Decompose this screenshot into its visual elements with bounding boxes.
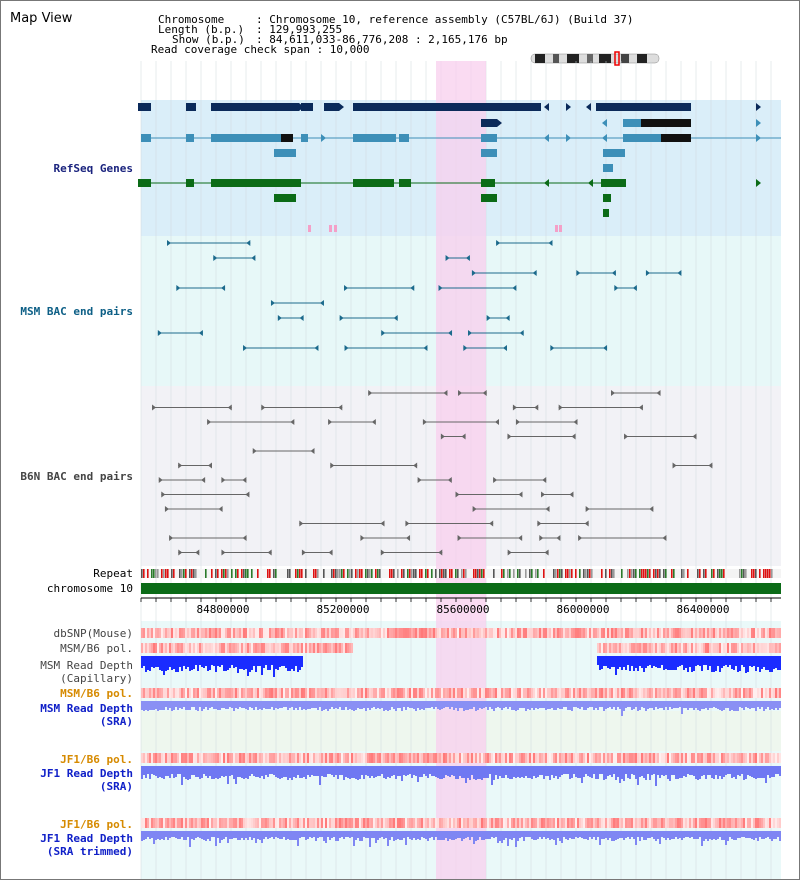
track-label-jf1-b6-pol-1[interactable]: JF1/B6 pol. <box>60 753 133 766</box>
read-depth-plots[interactable] <box>141 656 781 847</box>
show-key: Show (b.p.) <box>172 33 245 46</box>
gene-strand-arrow <box>756 179 761 187</box>
repeat-track[interactable] <box>141 569 781 578</box>
gene-strand-arrow <box>588 179 593 187</box>
track-label-b6n-bac[interactable]: B6N BAC end pairs <box>20 470 133 483</box>
track-label-msm-b6-pol-2[interactable]: MSM/B6 pol. <box>60 687 133 700</box>
gene-exon <box>138 103 151 111</box>
axis-tick-label: 85200000 <box>317 603 370 616</box>
track-label-jf1-depth-sra-2: (SRA) <box>99 780 133 793</box>
gene-strand-arrow <box>299 103 304 111</box>
gene-exon <box>301 103 313 111</box>
gene-strand-arrow <box>602 119 607 127</box>
selection-highlight[interactable] <box>436 61 486 880</box>
gene-strand-arrow <box>566 134 571 142</box>
axis-tick-label: 86000000 <box>557 603 610 616</box>
length-value: : 129,993,255 <box>256 23 343 36</box>
track-label-msm-depth-sra-2: (SRA) <box>99 715 133 728</box>
polymorphism-strips[interactable] <box>141 628 781 828</box>
track-label-repeat[interactable]: Repeat <box>93 567 133 580</box>
axis-tick-label: 86400000 <box>677 603 730 616</box>
gene-strand-arrow <box>586 103 591 111</box>
page-title: Map View <box>10 11 73 26</box>
length-key: Length (b.p.) <box>158 23 245 36</box>
chromosome-value: : Chromosome 10, reference assembly (C57… <box>256 13 634 26</box>
gene-exon <box>211 103 299 111</box>
b6n-bac-track[interactable] <box>152 390 713 556</box>
track-label-msm-b6-pol-1[interactable]: MSM/B6 pol. <box>60 642 133 655</box>
gene-strand-arrow <box>544 179 549 187</box>
track-label-msm-depth-cap-1[interactable]: MSM Read Depth <box>40 659 133 672</box>
gene-exon <box>186 103 196 111</box>
gene-strand-arrow <box>544 134 549 142</box>
axis-tick-label: 84800000 <box>197 603 250 616</box>
coverage-span: Read coverage check span : 10,000 <box>151 43 370 56</box>
position-axis: 84800000 85200000 85600000 86000000 86400000 <box>140 597 781 616</box>
gene-exon <box>353 103 541 111</box>
track-label-jf1-b6-pol-2[interactable]: JF1/B6 pol. <box>60 818 133 831</box>
refseq-genes-track[interactable] <box>138 103 781 232</box>
track-label-jf1-depth-trim-1[interactable]: JF1 Read Depth <box>40 832 133 845</box>
gene-strand-arrow <box>544 103 549 111</box>
gene-strand-arrow <box>321 134 326 142</box>
gene-exon <box>596 103 691 111</box>
track-label-msm-depth-sra-1[interactable]: MSM Read Depth <box>40 702 133 715</box>
track-label-dbsnp[interactable]: dbSNP(Mouse) <box>53 627 133 640</box>
show-value: : 84,611,033-86,776,208 : 2,165,176 bp <box>256 33 508 46</box>
gene-strand-arrow <box>756 134 761 142</box>
track-label-jf1-depth-sra-1[interactable]: JF1 Read Depth <box>40 767 133 780</box>
track-label-msm-bac[interactable]: MSM BAC end pairs <box>20 305 133 318</box>
gene-strand-arrow <box>602 134 607 142</box>
gene-strand-arrow <box>756 119 761 127</box>
gene-strand-arrow <box>566 103 571 111</box>
track-label-chromosome[interactable]: chromosome 10 <box>46 582 133 595</box>
chromosome-ideogram[interactable] <box>530 51 660 66</box>
gene-strand-arrow <box>756 103 761 111</box>
track-label-msm-depth-cap-2: (Capillary) <box>60 672 133 685</box>
track-label-jf1-depth-trim-2: (SRA trimmed) <box>46 845 133 858</box>
chromosome-key: Chromosome <box>158 13 225 26</box>
axis-tick-label: 85600000 <box>437 603 490 616</box>
gene-exon <box>324 103 339 111</box>
track-label-refseq[interactable]: RefSeq Genes <box>53 162 133 175</box>
gene-strand-arrow <box>339 103 344 111</box>
msm-bac-track[interactable] <box>157 240 682 351</box>
gene-strand-arrow <box>497 119 502 127</box>
chromosome-bar[interactable] <box>141 583 781 594</box>
